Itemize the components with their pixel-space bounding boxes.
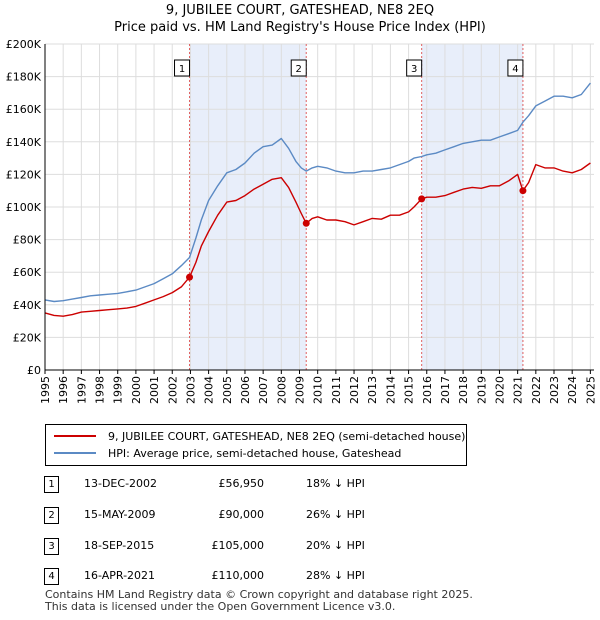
x-tick-label: 2023 [548,376,561,404]
y-tick-label: £60K [13,266,42,279]
transaction-date: 13-DEC-2002 [84,477,158,490]
x-tick-label: 2025 [584,376,597,404]
x-tick-label: 2022 [530,376,543,404]
table-row: 3 18-SEP-2015 £105,000 20% ↓ HPI [44,538,444,560]
footer-copyright: Contains HM Land Registry data © Crown c… [45,588,473,601]
y-tick-label: £0 [27,364,41,377]
table-row: 1 13-DEC-2002 £56,950 18% ↓ HPI [44,476,444,498]
x-tick-label: 2014 [384,376,397,404]
y-tick-label: £180K [6,71,42,84]
legend: 9, JUBILEE COURT, GATESHEAD, NE8 2EQ (se… [45,424,467,466]
x-tick-label: 2021 [512,376,525,404]
chart-subtitle: Price paid vs. HM Land Registry's House … [114,20,486,35]
transaction-hpi-diff: 28% ↓ HPI [306,569,365,582]
y-tick-label: £100K [6,201,42,214]
legend-item-hpi: HPI: Average price, semi-detached house,… [54,445,401,461]
x-tick-label: 2003 [184,376,197,404]
transaction-hpi-diff: 26% ↓ HPI [306,508,365,521]
chart-title: 9, JUBILEE COURT, GATESHEAD, NE8 2EQ [165,3,435,18]
x-tick-label: 1999 [112,376,125,404]
x-tick-label: 2000 [130,376,143,404]
transaction-hpi-diff: 20% ↓ HPI [306,539,365,552]
x-tick-label: 2017 [439,376,452,404]
hpi-line-swatch [54,452,96,454]
x-tick-label: 1996 [57,376,70,404]
transaction-date: 15-MAY-2009 [84,508,156,521]
y-tick-label: £120K [6,168,42,181]
x-tick-label: 2019 [475,376,488,404]
x-tick-label: 2010 [312,376,325,404]
transaction-label-box-4 [507,59,524,77]
x-tick-label: 2020 [493,376,506,404]
y-tick-label: £40K [13,299,42,312]
transaction-marker-1: 1 [44,476,59,493]
x-tick-label: 2005 [221,376,234,404]
x-tick-label: 2024 [566,376,579,404]
x-tick-label: 1997 [75,376,88,404]
x-tick-label: 2007 [257,376,270,404]
x-tick-label: 2011 [330,376,343,404]
transaction-label-3: 3 [411,64,417,75]
x-tick-label: 2002 [166,376,179,404]
table-row: 4 16-APR-2021 £110,000 28% ↓ HPI [44,568,444,590]
transaction-label-1: 1 [179,64,185,75]
transaction-label-box-3 [406,59,423,77]
transaction-label-2: 2 [296,64,302,75]
transaction-price: £90,000 [218,508,265,521]
y-tick-label: £140K [6,136,42,149]
x-tick-label: 2013 [366,376,379,404]
price-line-swatch [54,435,96,437]
transaction-marker-2: 2 [44,507,59,524]
x-tick-label: 2001 [148,376,161,404]
transaction-marker-3: 3 [44,538,59,555]
legend-item-price: 9, JUBILEE COURT, GATESHEAD, NE8 2EQ (se… [54,428,465,444]
price-chart: 1 2 3 4 £0 £20K £40K £60K £80K £100K £120K £140K £16… [6,38,598,404]
x-tick-label: 2006 [239,376,252,404]
y-tick-label: £80K [13,234,42,247]
transaction-point-4 [519,187,527,195]
transaction-marker-4: 4 [44,568,59,585]
footer: Contains HM Land Registry data © Crown c… [45,589,473,613]
x-tick-label: 2018 [457,376,470,404]
transaction-price: £56,950 [218,477,265,490]
table-row: 2 15-MAY-2009 £90,000 26% ↓ HPI [44,507,444,529]
y-tick-label: £200K [6,38,42,51]
legend-hpi-label: HPI: Average price, semi-detached house,… [108,446,402,460]
x-tick-label: 2009 [294,376,307,404]
transaction-label-box-2 [290,59,307,77]
transaction-label-box-1 [174,59,191,77]
transaction-date: 18-SEP-2015 [84,539,155,552]
x-tick-label: 2016 [421,376,434,404]
transaction-date: 16-APR-2021 [84,569,156,582]
transaction-hpi-diff: 18% ↓ HPI [306,477,365,490]
y-tick-label: £160K [6,103,42,116]
x-tick-label: 2004 [203,376,216,404]
transaction-price: £105,000 [211,539,265,552]
x-tick-label: 1995 [39,376,52,404]
x-tick-label: 2015 [403,376,416,404]
x-tick-label: 2012 [348,376,361,404]
legend-price-label: 9, JUBILEE COURT, GATESHEAD, NE8 2EQ (se… [108,429,466,443]
transaction-point-3 [418,195,426,203]
x-tick-label: 1998 [94,376,107,404]
transaction-point-1 [186,273,194,281]
footer-licence: This data is licensed under the Open Gov… [45,600,396,613]
transaction-price: £110,000 [211,569,265,582]
x-tick-label: 2008 [275,376,288,404]
hpi-line [44,82,591,303]
price-paid-line [44,162,591,317]
y-tick-label: £20K [13,331,42,344]
transaction-label-4: 4 [512,64,518,75]
transaction-point-2 [302,219,310,227]
